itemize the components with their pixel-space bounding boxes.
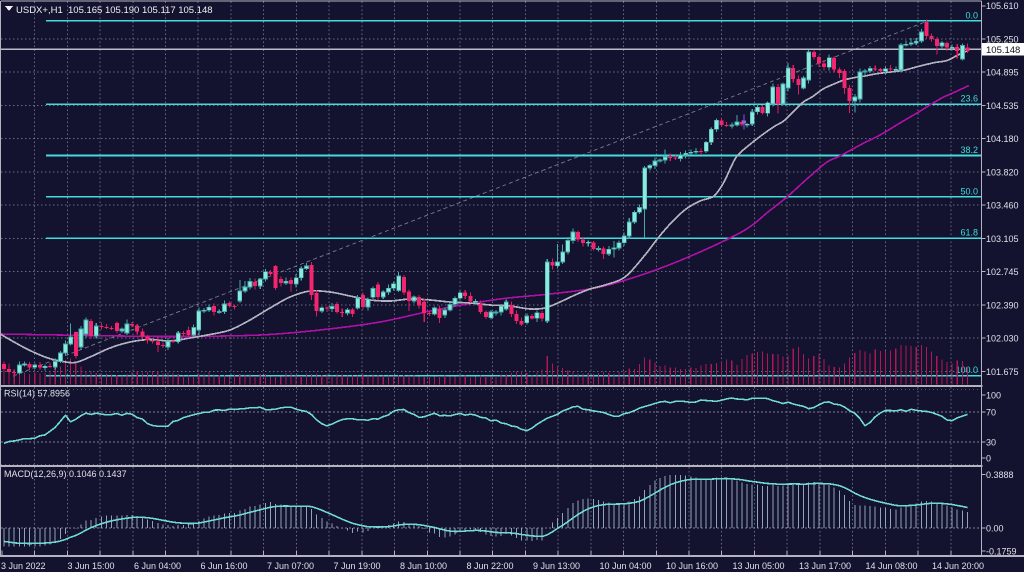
svg-text:3 Jun 15:00: 3 Jun 15:00 (68, 561, 115, 571)
svg-text:9 Jun 13:00: 9 Jun 13:00 (533, 561, 580, 571)
svg-text:50.0: 50.0 (960, 186, 978, 196)
svg-text:23.6: 23.6 (960, 94, 978, 104)
svg-text:102.745: 102.745 (986, 267, 1019, 277)
svg-text:100: 100 (986, 390, 1001, 400)
svg-text:13 Jun 05:00: 13 Jun 05:00 (733, 561, 785, 571)
svg-text:8 Jun 10:00: 8 Jun 10:00 (400, 561, 447, 571)
svg-text:103.460: 103.460 (986, 201, 1019, 211)
svg-text:RSI(14) 57.8956: RSI(14) 57.8956 (4, 389, 70, 399)
svg-text:61.8: 61.8 (960, 228, 978, 238)
svg-text:3 Jun 2022: 3 Jun 2022 (1, 561, 46, 571)
svg-text:14 Jun 08:00: 14 Jun 08:00 (866, 561, 918, 571)
svg-text:0: 0 (986, 453, 991, 463)
svg-text:10 Jun 16:00: 10 Jun 16:00 (666, 561, 718, 571)
svg-text:103.105: 103.105 (986, 234, 1019, 244)
svg-text:105.250: 105.250 (986, 34, 1019, 44)
svg-text:13 Jun 17:00: 13 Jun 17:00 (799, 561, 851, 571)
svg-text:104.535: 104.535 (986, 101, 1019, 111)
svg-text:6 Jun 16:00: 6 Jun 16:00 (201, 561, 248, 571)
svg-text:105.610: 105.610 (986, 1, 1019, 11)
svg-text:0.00: 0.00 (986, 524, 1004, 534)
svg-text:100.0: 100.0 (955, 365, 978, 375)
svg-text:30: 30 (986, 437, 996, 447)
svg-text:70: 70 (986, 407, 996, 417)
svg-text:104.180: 104.180 (986, 134, 1019, 144)
svg-text:7 Jun 07:00: 7 Jun 07:00 (267, 561, 314, 571)
svg-text:6 Jun 04:00: 6 Jun 04:00 (134, 561, 181, 571)
svg-text:103.820: 103.820 (986, 167, 1019, 177)
svg-text:USDX+,H1 105.165 105.190 105.: USDX+,H1 105.165 105.190 105.117 105.148 (16, 5, 213, 16)
svg-text:101.675: 101.675 (986, 367, 1019, 377)
svg-text:MACD(12,26,9) 0.1046 0.1437: MACD(12,26,9) 0.1046 0.1437 (4, 469, 127, 479)
svg-text:-0.1759: -0.1759 (986, 546, 1017, 556)
svg-text:0.0: 0.0 (965, 10, 978, 20)
svg-text:7 Jun 19:00: 7 Jun 19:00 (334, 561, 381, 571)
svg-text:102.030: 102.030 (986, 334, 1019, 344)
svg-text:8 Jun 22:00: 8 Jun 22:00 (467, 561, 514, 571)
svg-text:14 Jun 20:00: 14 Jun 20:00 (932, 561, 984, 571)
svg-text:10 Jun 04:00: 10 Jun 04:00 (600, 561, 652, 571)
svg-text:105.148: 105.148 (986, 45, 1020, 56)
svg-text:104.895: 104.895 (986, 68, 1019, 78)
svg-text:0.3888: 0.3888 (986, 470, 1014, 480)
svg-text:38.2: 38.2 (960, 145, 978, 155)
svg-text:102.390: 102.390 (986, 300, 1019, 310)
